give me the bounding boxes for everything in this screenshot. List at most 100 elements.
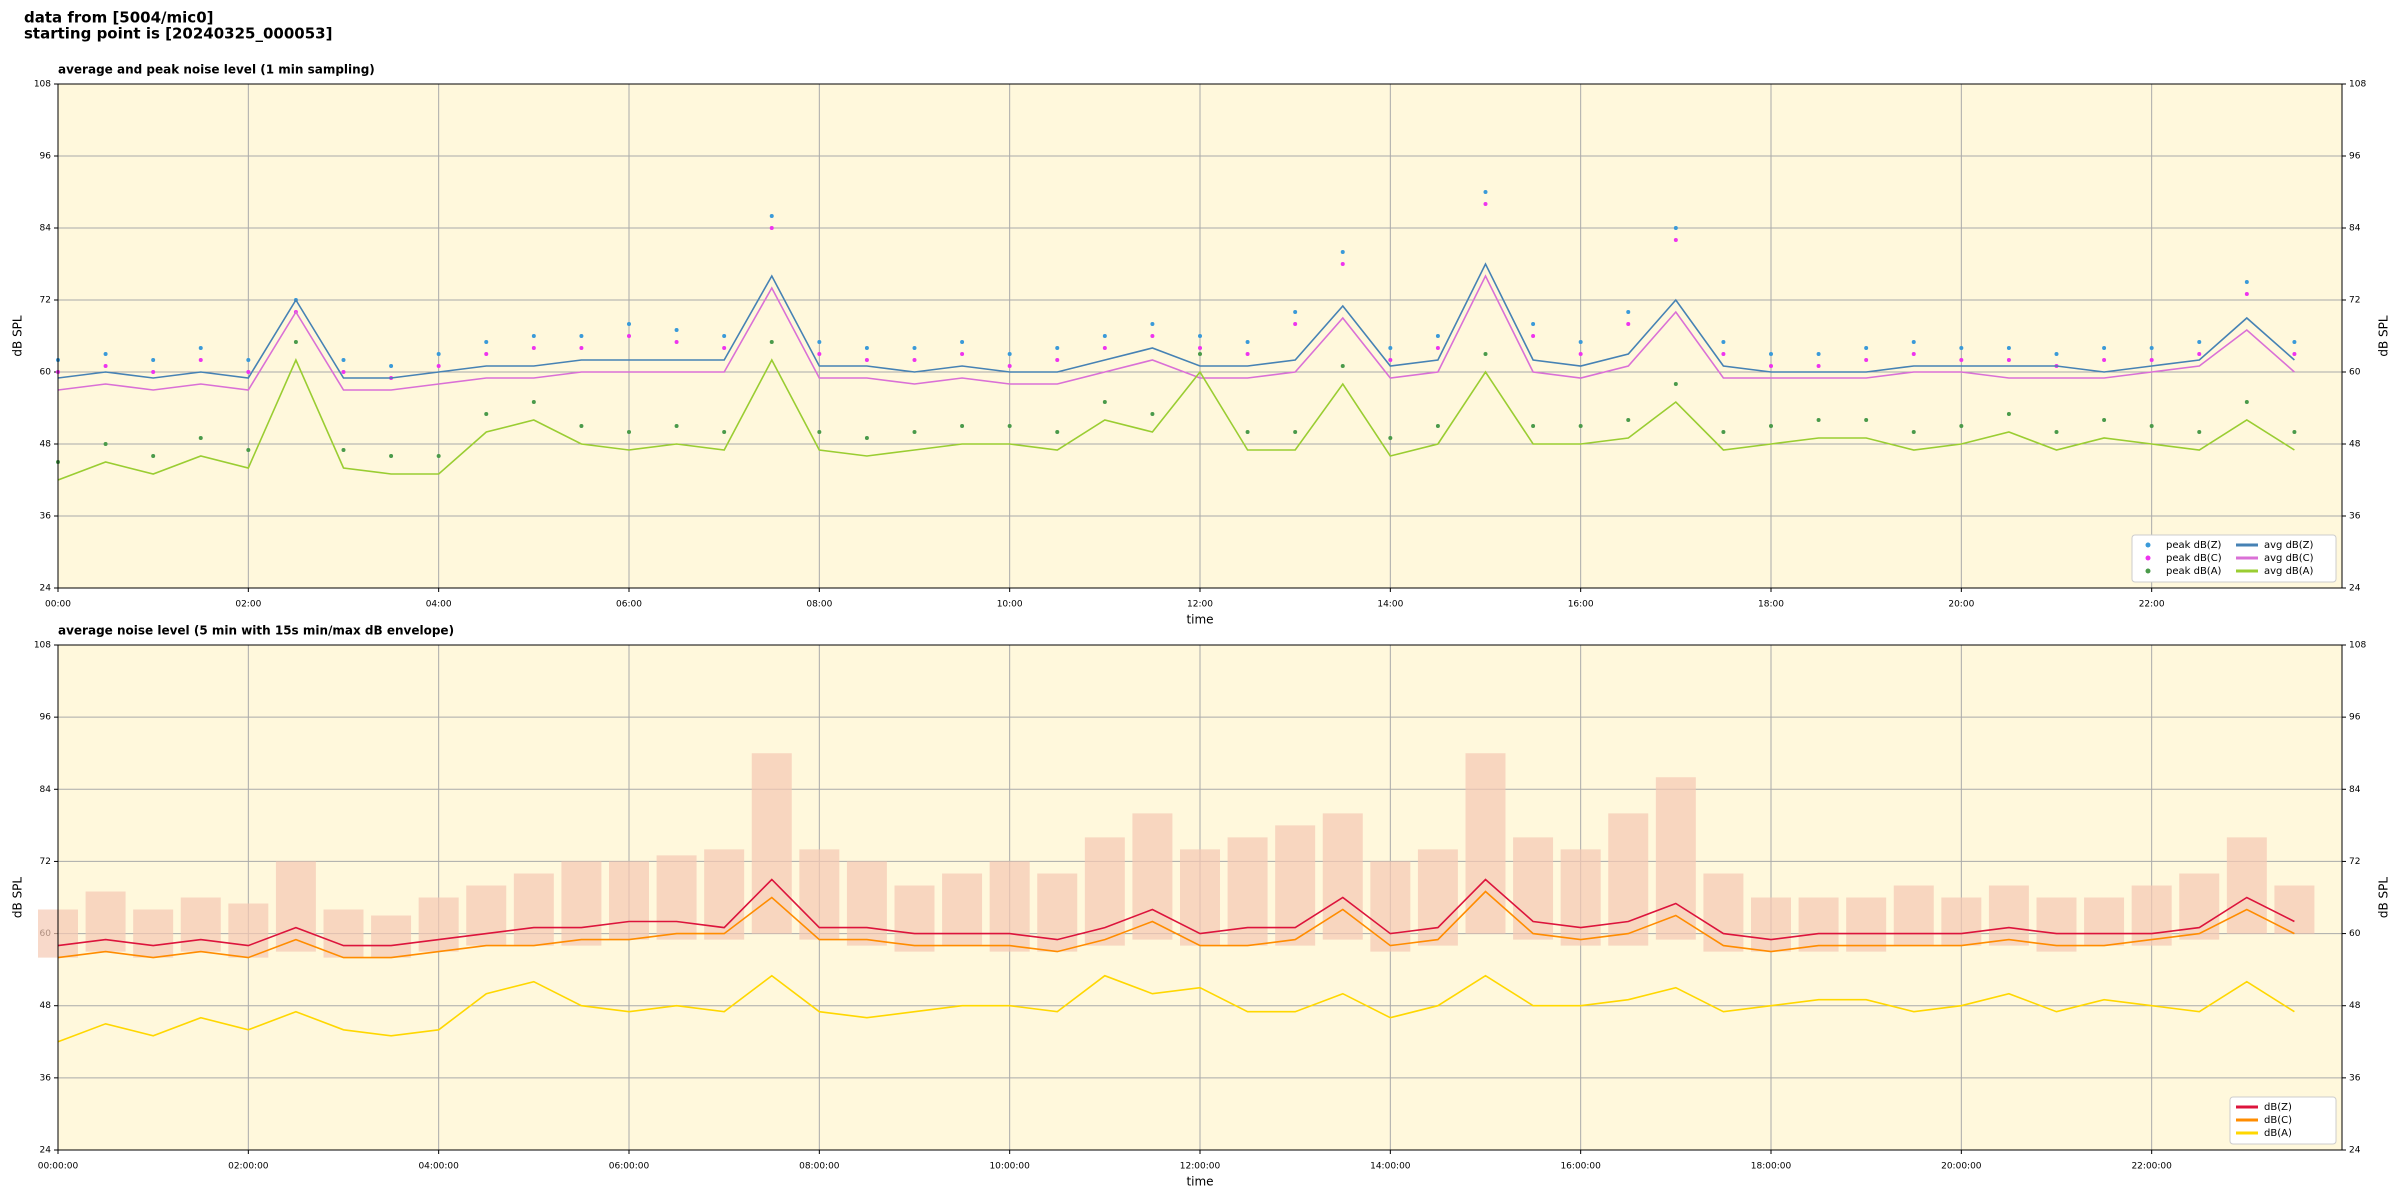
legend-label: dB(A): [2264, 1128, 2292, 1139]
peak-point: [1626, 310, 1631, 314]
x-tick-label: 00:00:00: [38, 1162, 79, 1172]
y-tick-label: 96: [40, 152, 52, 162]
y2-tick-label: 108: [2349, 80, 2366, 90]
peak-point: [1769, 364, 1773, 368]
peak-point: [2197, 340, 2202, 344]
y-tick-label: 72: [40, 857, 51, 867]
peak-point: [1293, 430, 1298, 434]
peak-point: [1626, 418, 1631, 422]
peak-point: [531, 334, 536, 338]
x-tick-label: 20:00:00: [1941, 1162, 1982, 1172]
peak-point: [1531, 322, 1536, 326]
peak-point: [1102, 400, 1107, 404]
peak-point: [1816, 364, 1821, 368]
x-tick-label: 04:00:00: [418, 1162, 459, 1172]
peak-point: [2292, 340, 2297, 344]
x-tick-label: 16:00: [1568, 600, 1594, 610]
legend-label: peak dB(A): [2166, 566, 2222, 577]
y2-tick-label: 96: [2349, 713, 2361, 723]
y2-tick-label: 36: [2349, 1073, 2361, 1083]
x-tick-label: 12:00: [1187, 600, 1213, 610]
peak-point: [1864, 418, 1869, 422]
peak-point: [1245, 352, 1250, 356]
legend-label: avg dB(A): [2264, 566, 2314, 577]
peak-point: [1673, 382, 1678, 386]
x-tick-label: 14:00: [1377, 600, 1403, 610]
peak-point: [2149, 358, 2154, 362]
peak-point: [1911, 340, 1916, 344]
peak-point: [1102, 334, 1107, 338]
subplot-title: average noise level (5 min with 15s min/…: [58, 624, 454, 638]
peak-point: [1769, 424, 1773, 428]
peak-point: [198, 346, 203, 350]
y2-tick-label: 72: [2349, 857, 2360, 867]
x-tick-label: 06:00: [616, 600, 642, 610]
header-line: starting point is [20240325_000053]: [24, 25, 332, 43]
peak-point: [769, 340, 774, 344]
y-tick-label: 84: [40, 785, 52, 795]
peak-point: [1816, 418, 1821, 422]
peak-point: [1673, 238, 1678, 242]
x-tick-label: 14:00:00: [1370, 1162, 1411, 1172]
series-line: [57, 274, 2295, 391]
peak-point: [960, 340, 965, 344]
peak-point: [1007, 424, 1012, 428]
peak-point: [864, 358, 869, 362]
peak-point: [103, 364, 108, 368]
legend-label: dB(C): [2264, 1115, 2292, 1126]
y2-tick-label: 48: [2349, 1001, 2361, 1011]
peak-point: [1578, 424, 1583, 428]
x-tick-label: 18:00:00: [1751, 1162, 1792, 1172]
header-line: data from [5004/mic0]: [24, 9, 214, 27]
x-axis-label: time: [1186, 613, 1213, 627]
y2-axis-label: dB SPL: [2377, 877, 2391, 919]
peak-point: [1435, 334, 1440, 338]
peak-point: [864, 346, 869, 350]
y-tick-label: 84: [40, 224, 52, 234]
series-line: [57, 890, 2295, 959]
plot-frame: [57, 83, 2343, 589]
peak-point: [1578, 340, 1583, 344]
peak-point: [151, 370, 156, 374]
y-tick-label: 60: [40, 368, 52, 378]
peak-point: [2006, 358, 2011, 362]
y2-tick-label: 48: [2349, 440, 2361, 450]
peak-point: [1055, 358, 1060, 362]
y2-tick-label: 84: [2349, 224, 2361, 234]
peak-point: [389, 454, 394, 458]
peak-point: [1198, 334, 1202, 338]
x-tick-label: 08:00: [806, 600, 832, 610]
peak-point: [722, 334, 727, 338]
peak-point: [912, 358, 917, 362]
y-tick-label: 48: [40, 1001, 52, 1011]
peak-point: [579, 334, 584, 338]
peak-point: [103, 442, 108, 446]
peak-point: [627, 322, 631, 326]
peak-point: [2292, 352, 2297, 356]
peak-point: [1198, 352, 1202, 356]
peak-point: [2054, 430, 2059, 434]
peak-point: [1198, 346, 1202, 350]
y2-tick-label: 24: [2349, 584, 2361, 594]
legend-box: [2131, 534, 2337, 583]
x-tick-label: 08:00:00: [799, 1162, 840, 1172]
x-tick-label: 00:00: [45, 600, 71, 610]
peak-point: [1911, 430, 1916, 434]
peak-point: [1007, 364, 1012, 368]
y2-tick-label: 96: [2349, 152, 2361, 162]
legend-label: peak dB(C): [2166, 553, 2222, 564]
peak-point: [817, 340, 822, 344]
peak-point: [484, 412, 489, 416]
y2-axis-label: dB SPL: [2377, 315, 2391, 357]
peak-point: [1340, 364, 1345, 368]
y2-tick-label: 60: [2349, 368, 2361, 378]
peak-point: [1007, 352, 1012, 356]
peak-point: [1721, 340, 1726, 344]
y-tick-label: 24: [40, 584, 52, 594]
peak-point: [674, 328, 679, 332]
y-axis-label: dB SPL: [11, 877, 25, 919]
peak-point: [2006, 346, 2011, 350]
peak-point: [1673, 226, 1678, 230]
y-tick-label: 72: [40, 296, 51, 306]
